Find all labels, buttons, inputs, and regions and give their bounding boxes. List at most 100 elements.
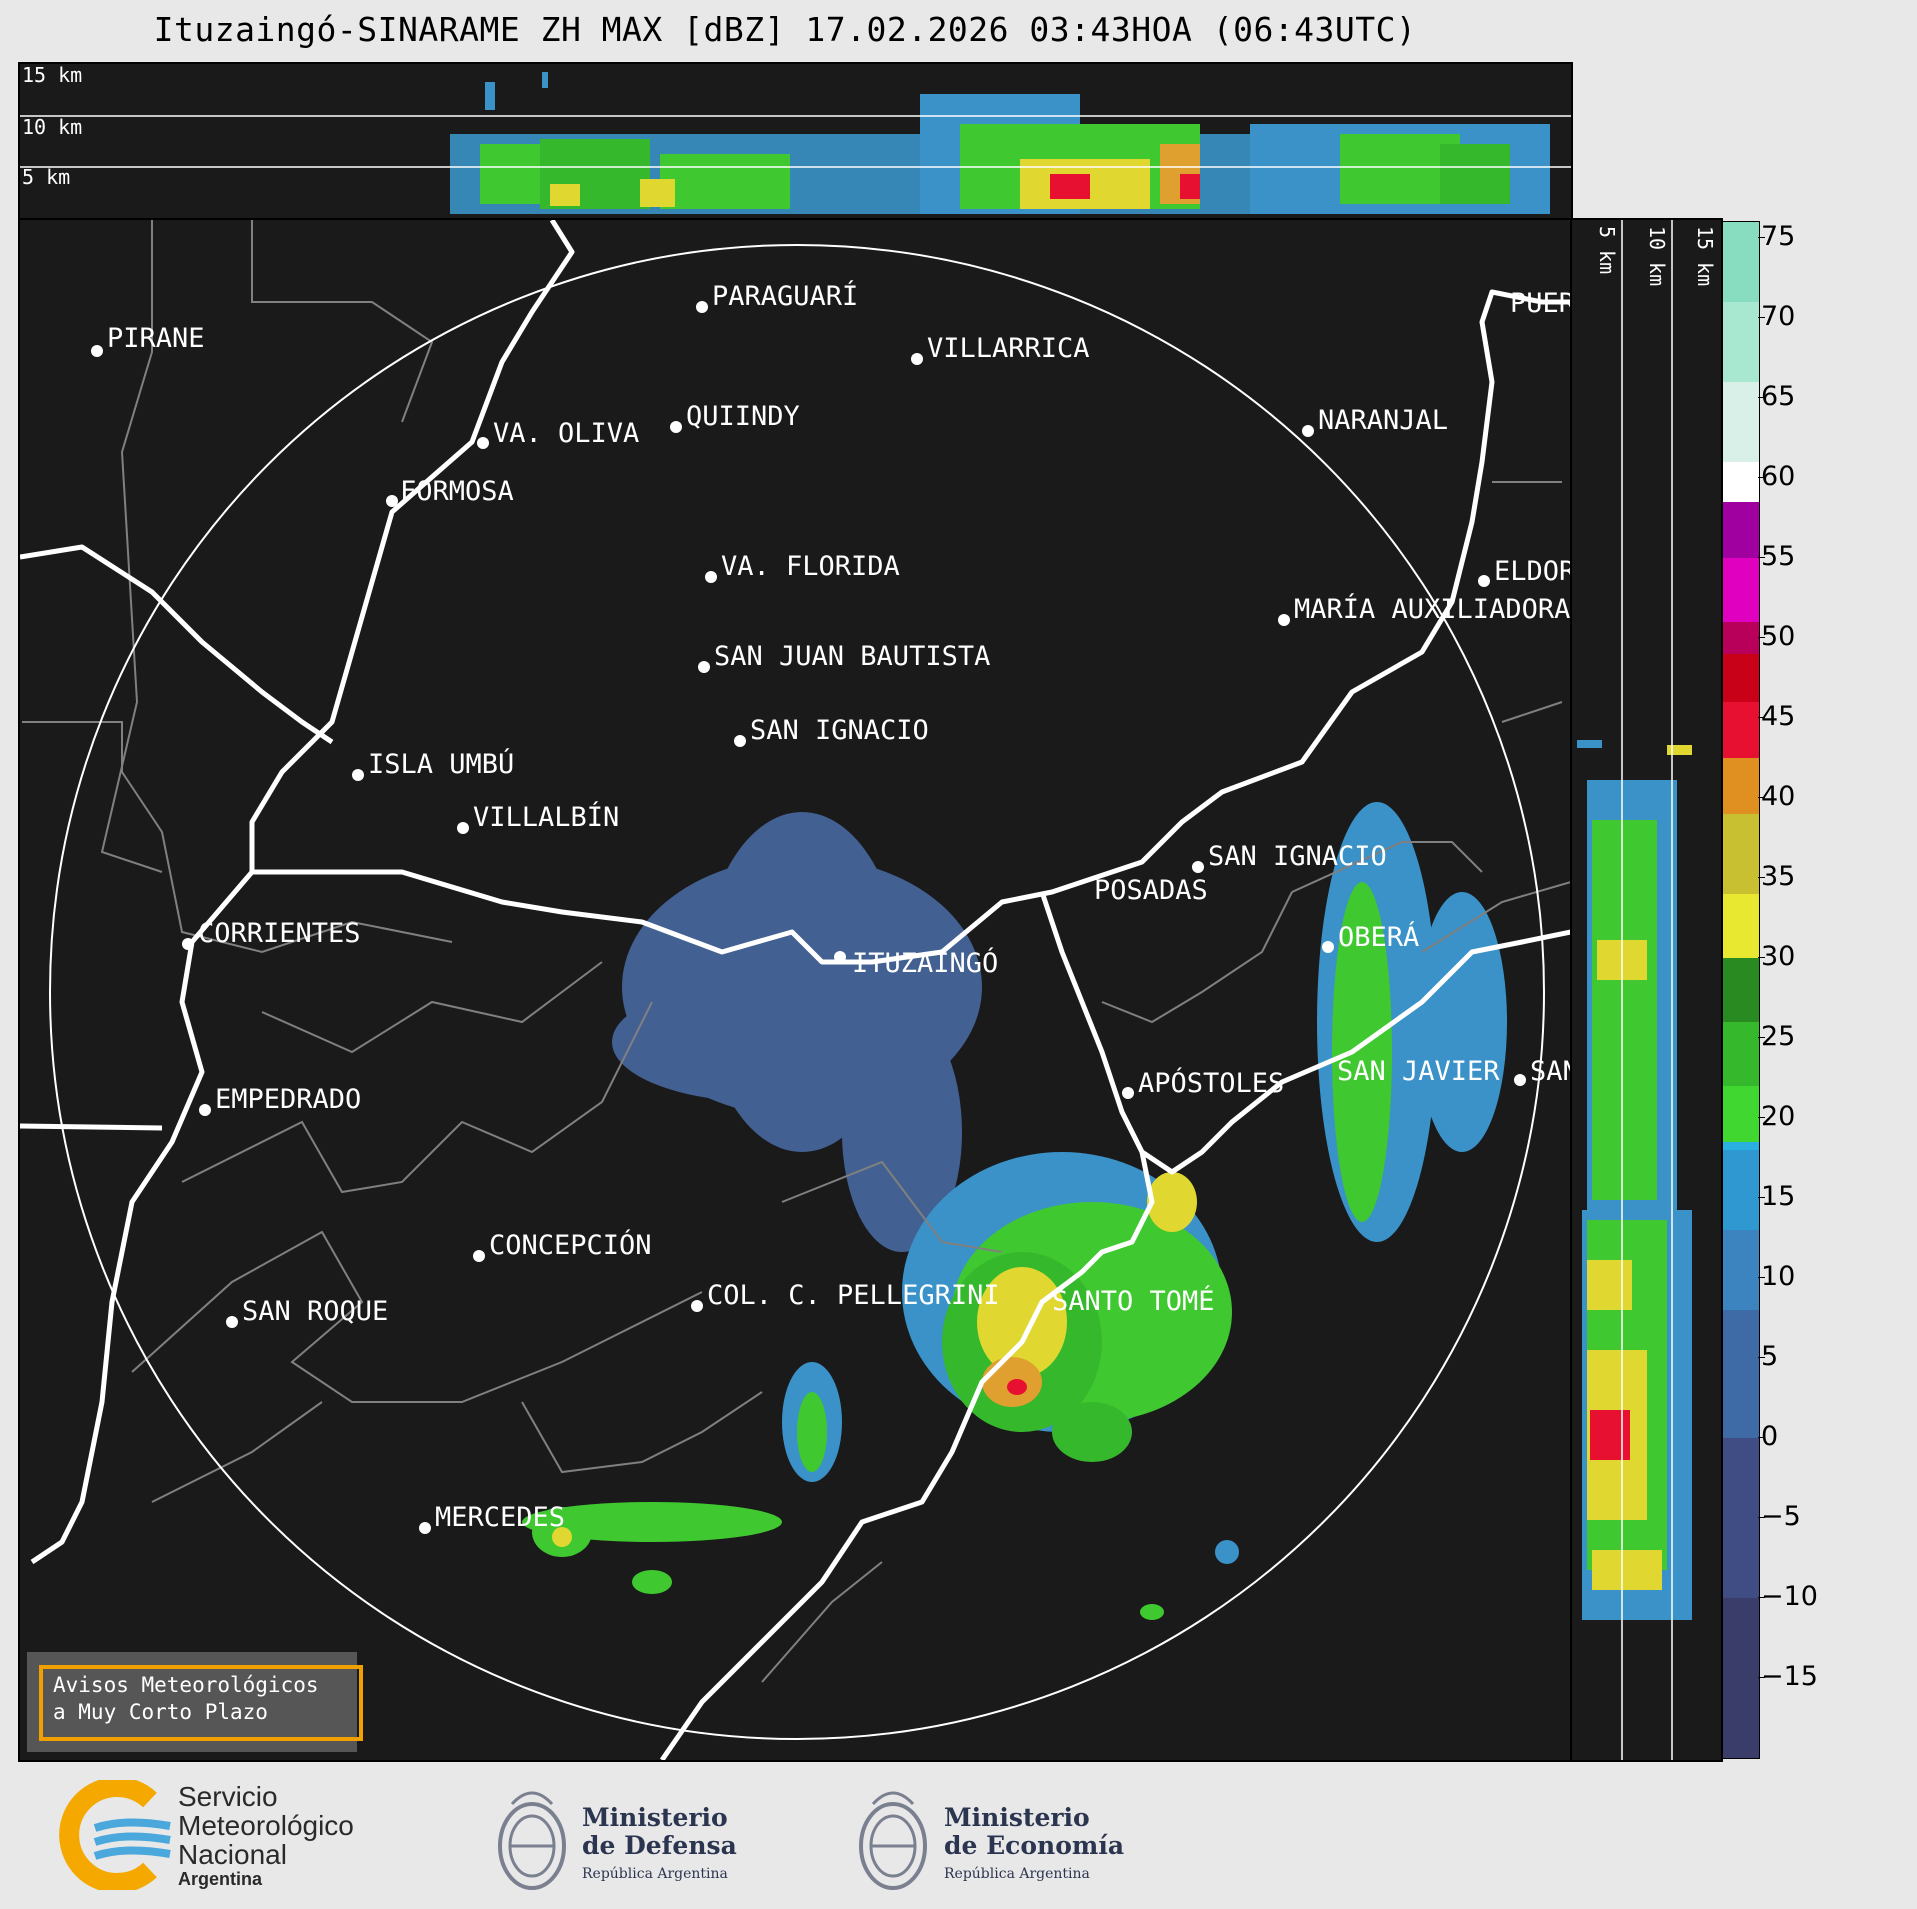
radar-map-panel[interactable]: PIRANE PARAGUARÍ VILLARRICA QUIINDY VA. OLIV… — [18, 218, 1573, 1762]
city-label: FORMOSA — [400, 476, 514, 507]
smn-line1: Servicio — [178, 1781, 278, 1812]
colorbar-tick-label: 55 — [1757, 541, 1796, 572]
colorbar-segment — [1723, 758, 1759, 814]
colorbar-segment — [1723, 654, 1759, 702]
side-label-10km: 10 km — [1645, 226, 1669, 286]
notice-line2: a Muy Corto Plazo — [53, 1700, 268, 1724]
city-label: SAN — [1530, 1056, 1571, 1087]
top-label-15km: 15 km — [22, 64, 82, 87]
economia-line1: Ministerio — [944, 1803, 1090, 1832]
city-label: COL. C. PELLEGRINI — [707, 1280, 1000, 1311]
top-label-10km: 10 km — [22, 115, 82, 139]
colorbar-tick-label: 35 — [1757, 861, 1796, 892]
colorbar-segment — [1723, 1438, 1759, 1598]
city-marker — [1478, 575, 1490, 587]
colorbar-segment — [1723, 382, 1759, 462]
city-marker — [352, 769, 364, 781]
colorbar-segment — [1723, 1142, 1759, 1150]
city-label: SAN ROQUE — [242, 1296, 388, 1327]
defensa-seal-icon — [498, 1791, 566, 1890]
colorbar-tick-label: 30 — [1757, 941, 1796, 972]
colorbar-tick-label: −15 — [1758, 1661, 1818, 1692]
colorbar-segment — [1723, 1310, 1759, 1438]
ground-clutter — [612, 812, 982, 1252]
city-marker — [386, 495, 398, 507]
top-echo-returns — [450, 72, 1550, 214]
colorbar-tick-label: −5 — [1758, 1501, 1801, 1532]
colorbar-tick-label: 25 — [1757, 1021, 1796, 1052]
city-marker — [477, 437, 489, 449]
colorbar-segment — [1723, 814, 1759, 894]
defensa-line1: Ministerio — [582, 1803, 728, 1832]
colorbar-segment — [1723, 302, 1759, 382]
colorbar-tick-label: 0 — [1757, 1421, 1779, 1452]
economia-line3: República Argentina — [944, 1866, 1090, 1882]
city-marker — [419, 1522, 431, 1534]
colorbar-tick-label: 10 — [1757, 1261, 1796, 1292]
colorbar-segment — [1723, 1598, 1759, 1758]
colorbar-segment — [1723, 894, 1759, 958]
city-marker — [696, 301, 708, 313]
city-label: VILLARRICA — [927, 333, 1090, 364]
city-marker — [473, 1250, 485, 1262]
colorbar-segment — [1723, 622, 1759, 654]
colorbar-tick-label: 20 — [1757, 1101, 1796, 1132]
city-marker — [911, 353, 923, 365]
city-marker — [834, 951, 846, 963]
radar-map: PIRANE PARAGUARÍ VILLARRICA QUIINDY VA. OLIV… — [20, 220, 1571, 1760]
city-label: POSADAS — [1094, 875, 1208, 906]
colorbar-segment — [1723, 958, 1759, 1022]
defensa-line2: de Defensa — [582, 1831, 737, 1860]
city-label: ISLA UMBÚ — [368, 748, 514, 780]
city-label: MARÍA AUXILIADORA — [1294, 593, 1570, 625]
city-marker — [691, 1300, 703, 1312]
city-label: CORRIENTES — [198, 918, 361, 949]
smn-line3: Nacional — [178, 1839, 287, 1870]
top-cross-section-chart: 15 km 10 km 5 km — [20, 64, 1571, 214]
city-label: ITUZAINGÓ — [852, 947, 998, 979]
footer-logos: Servicio Meteorológico Nacional Argentin… — [0, 1760, 1917, 1909]
city-marker — [1122, 1087, 1134, 1099]
smn-logo-icon — [59, 1780, 171, 1890]
defensa-line3: República Argentina — [582, 1866, 728, 1882]
colorbar-tick-label: 60 — [1757, 461, 1796, 492]
colorbar-segment — [1723, 1150, 1759, 1230]
notice-link[interactable]: Avisos Meteorológicos a Muy Corto Plazo — [39, 1665, 363, 1741]
city-label: APÓSTOLES — [1138, 1067, 1284, 1099]
city-label: VA. FLORIDA — [721, 551, 900, 582]
city-label: VILLALBÍN — [473, 801, 619, 833]
colorbar-segment — [1723, 1230, 1759, 1310]
colorbar-segment — [1723, 502, 1759, 558]
range-ring — [49, 244, 1545, 1740]
city-marker — [182, 938, 194, 950]
city-marker — [457, 822, 469, 834]
colorbar-tick-label: 40 — [1757, 781, 1796, 812]
city-marker — [1302, 425, 1314, 437]
notice-line1: Avisos Meteorológicos — [53, 1673, 319, 1697]
city-label: SANTO TOMÉ — [1052, 1285, 1215, 1317]
side-label-5km: 5 km — [1595, 226, 1619, 274]
smn-logo-text: Servicio Meteorológico Nacional Argentin… — [178, 1782, 354, 1889]
colorbar-segment — [1723, 1022, 1759, 1086]
colorbar-tick-label: 15 — [1757, 1181, 1796, 1212]
city-marker — [698, 661, 710, 673]
city-marker — [670, 421, 682, 433]
colorbar-tick-label: −10 — [1758, 1581, 1818, 1612]
city-label: SAN JAVIER — [1337, 1056, 1500, 1087]
colorbar-segment — [1723, 558, 1759, 622]
colorbar-segment — [1723, 702, 1759, 758]
notice-box[interactable]: Avisos Meteorológicos a Muy Corto Plazo — [27, 1652, 363, 1752]
city-marker — [1322, 941, 1334, 953]
city-marker — [734, 735, 746, 747]
city-label: PIRANE — [107, 323, 205, 354]
rivers-borders — [20, 220, 1571, 1760]
map-title: Ituzaingó-SINARAME ZH MAX [dBZ] 17.02.20… — [153, 10, 1417, 49]
colorbar-tick-label: 70 — [1757, 301, 1796, 332]
city-marker — [1278, 614, 1290, 626]
side-label-15km: 15 km — [1693, 226, 1717, 286]
city-label: SAN IGNACIO — [750, 715, 929, 746]
city-labels: PIRANE PARAGUARÍ VILLARRICA QUIINDY VA. OLIV… — [91, 280, 1571, 1534]
city-label: NARANJAL — [1318, 405, 1448, 436]
colorbar-tick-label: 65 — [1757, 381, 1796, 412]
city-marker — [91, 345, 103, 357]
